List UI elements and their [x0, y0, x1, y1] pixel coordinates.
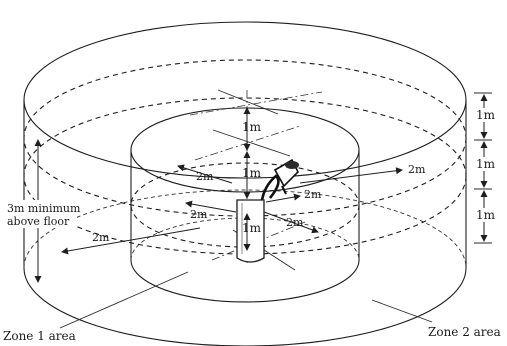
label-2m-pump-right: 2m — [304, 188, 322, 201]
right-dimensions — [474, 92, 496, 244]
label-above-floor: above floor — [7, 215, 70, 228]
top-crosshair-b — [189, 91, 323, 116]
label-1m-low: 1m — [242, 221, 262, 235]
zone1-base-front — [130, 259, 360, 303]
zone1-leader — [59, 271, 189, 329]
label-2m-outer-left: 2m — [92, 231, 110, 244]
left-height-dimension — [5, 139, 77, 283]
dim-2m-outer-left — [61, 227, 201, 255]
dim-2m-inner-left — [185, 200, 237, 213]
pump-nozzle-spout — [281, 185, 287, 195]
zone2-leader — [371, 299, 433, 323]
label-2m-inner-right: 2m — [286, 216, 304, 229]
zone2-level-1 — [23, 59, 467, 217]
zone2-level-2 — [23, 97, 467, 255]
dim-2m-upper-left — [177, 164, 233, 184]
pump-hose — [260, 174, 280, 201]
zone1-label: Zone 1 area — [3, 329, 76, 343]
zone2-label: Zone 2 area — [428, 325, 501, 339]
mid-crosshair-a — [212, 129, 291, 157]
label-1m-mid: 1m — [242, 166, 262, 180]
label-2m-upper-right: 2m — [408, 163, 426, 176]
right-label-backing-2 — [474, 157, 496, 171]
zone2-top-rim — [23, 21, 467, 179]
zone2-cylinder — [23, 21, 467, 346]
label-right-1m-3: 1m — [476, 208, 496, 222]
top-crosshair-a — [217, 89, 279, 115]
label-3m-minimum: 3m minimum — [7, 202, 81, 215]
pump-nozzle-tip — [285, 161, 299, 169]
dim-2m-inner-right — [263, 211, 319, 234]
dim-2m-pump-right — [265, 193, 301, 203]
label-3m-backing — [5, 200, 77, 228]
label-1m-top: 1m — [242, 120, 262, 134]
dim-2m-upper-right — [299, 167, 403, 184]
label-2m-inner-left: 2m — [190, 208, 208, 221]
zone2-base-front — [23, 267, 467, 346]
radial-dimensions — [61, 164, 403, 255]
right-label-backing-3 — [474, 208, 496, 222]
label-right-1m-2: 1m — [476, 157, 496, 171]
right-label-backing-1 — [474, 108, 496, 122]
label-right-1m-1: 1m — [476, 108, 496, 122]
label-2m-upper-left: 2m — [196, 170, 214, 183]
